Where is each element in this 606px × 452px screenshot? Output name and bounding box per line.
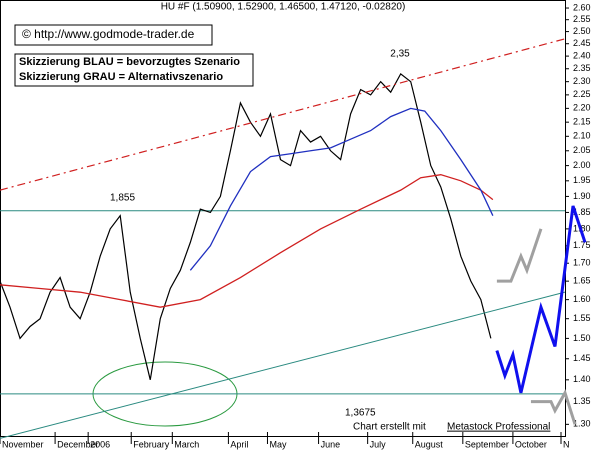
y-tick-label: 2.45 — [573, 38, 591, 48]
peak-label: 2,35 — [390, 48, 410, 59]
copyright: © http://www.godmode-trader.de — [22, 27, 195, 41]
y-tick-label: 1.60 — [573, 294, 591, 304]
x-tick-label: June — [321, 439, 341, 449]
series-line — [530, 389, 577, 425]
y-tick-label: 2.30 — [573, 76, 591, 86]
note-grey: Skizzierung GRAU = Alternativszenario — [19, 71, 223, 83]
x-tick-label: October — [515, 439, 547, 449]
x-tick-label: March — [174, 439, 199, 449]
series-line — [496, 228, 543, 283]
series-line — [189, 107, 494, 271]
x-tick-label: April — [230, 439, 248, 449]
y-tick-label: 2.35 — [573, 63, 591, 73]
x-tick-label: July — [370, 439, 387, 449]
y-tick-label: 2.20 — [573, 103, 591, 113]
series-line — [0, 38, 566, 191]
copyright-box — [14, 24, 213, 46]
y-tick-label: 2.50 — [573, 26, 591, 36]
x-tick-label: December — [57, 439, 99, 449]
y-tick-label: 1.35 — [573, 396, 591, 406]
y-tick-label: 1.85 — [573, 207, 591, 217]
x-tick-label: May — [269, 439, 287, 449]
y-tick-label: 2.00 — [573, 160, 591, 170]
y-tick-label: 2.10 — [573, 131, 591, 141]
y-tick-label: 1.70 — [573, 258, 591, 268]
y-tick-label: 1.65 — [573, 276, 591, 286]
x-tick-label: 2006 — [90, 439, 110, 449]
credit: Chart erstellt mit — [353, 422, 426, 433]
y-tick-label: 2.25 — [573, 89, 591, 99]
x-tick-label: August — [415, 439, 444, 449]
series-line — [0, 72, 492, 380]
series-line — [0, 174, 494, 308]
series-line — [0, 291, 566, 439]
series-line — [495, 205, 587, 394]
y-tick-label: 2.55 — [573, 14, 591, 24]
chart-header: HU #F (1.50900, 1.52900, 1.46500, 1.4712… — [161, 2, 406, 13]
note-box — [14, 53, 254, 87]
level-label: 1,3675 — [345, 408, 376, 419]
y-tick-label: 2.15 — [573, 117, 591, 127]
credit-link[interactable]: Metastock Professional — [447, 422, 550, 433]
y-tick-label: 1.90 — [573, 191, 591, 201]
y-tick-label: 1.30 — [573, 419, 591, 429]
y-tick-label: 1.40 — [573, 374, 591, 384]
y-tick-label: 1.55 — [573, 313, 591, 323]
x-tick-label: N — [563, 439, 570, 449]
x-tick-label: February — [133, 439, 170, 449]
y-tick-label: 2.60 — [573, 2, 591, 12]
y-tick-label: 1.95 — [573, 175, 591, 185]
note-blue: Skizzierung BLAU = bevorzugtes Szenario — [19, 56, 240, 68]
y-tick-label: 2.40 — [573, 50, 591, 60]
y-tick-label: 1.45 — [573, 353, 591, 363]
level-label: 1,855 — [110, 192, 135, 203]
y-tick-label: 1.50 — [573, 333, 591, 343]
x-tick-label: September — [465, 439, 509, 449]
x-tick-label: November — [2, 439, 44, 449]
y-tick-label: 2.05 — [573, 145, 591, 155]
y-tick-label: 1.75 — [573, 240, 591, 250]
